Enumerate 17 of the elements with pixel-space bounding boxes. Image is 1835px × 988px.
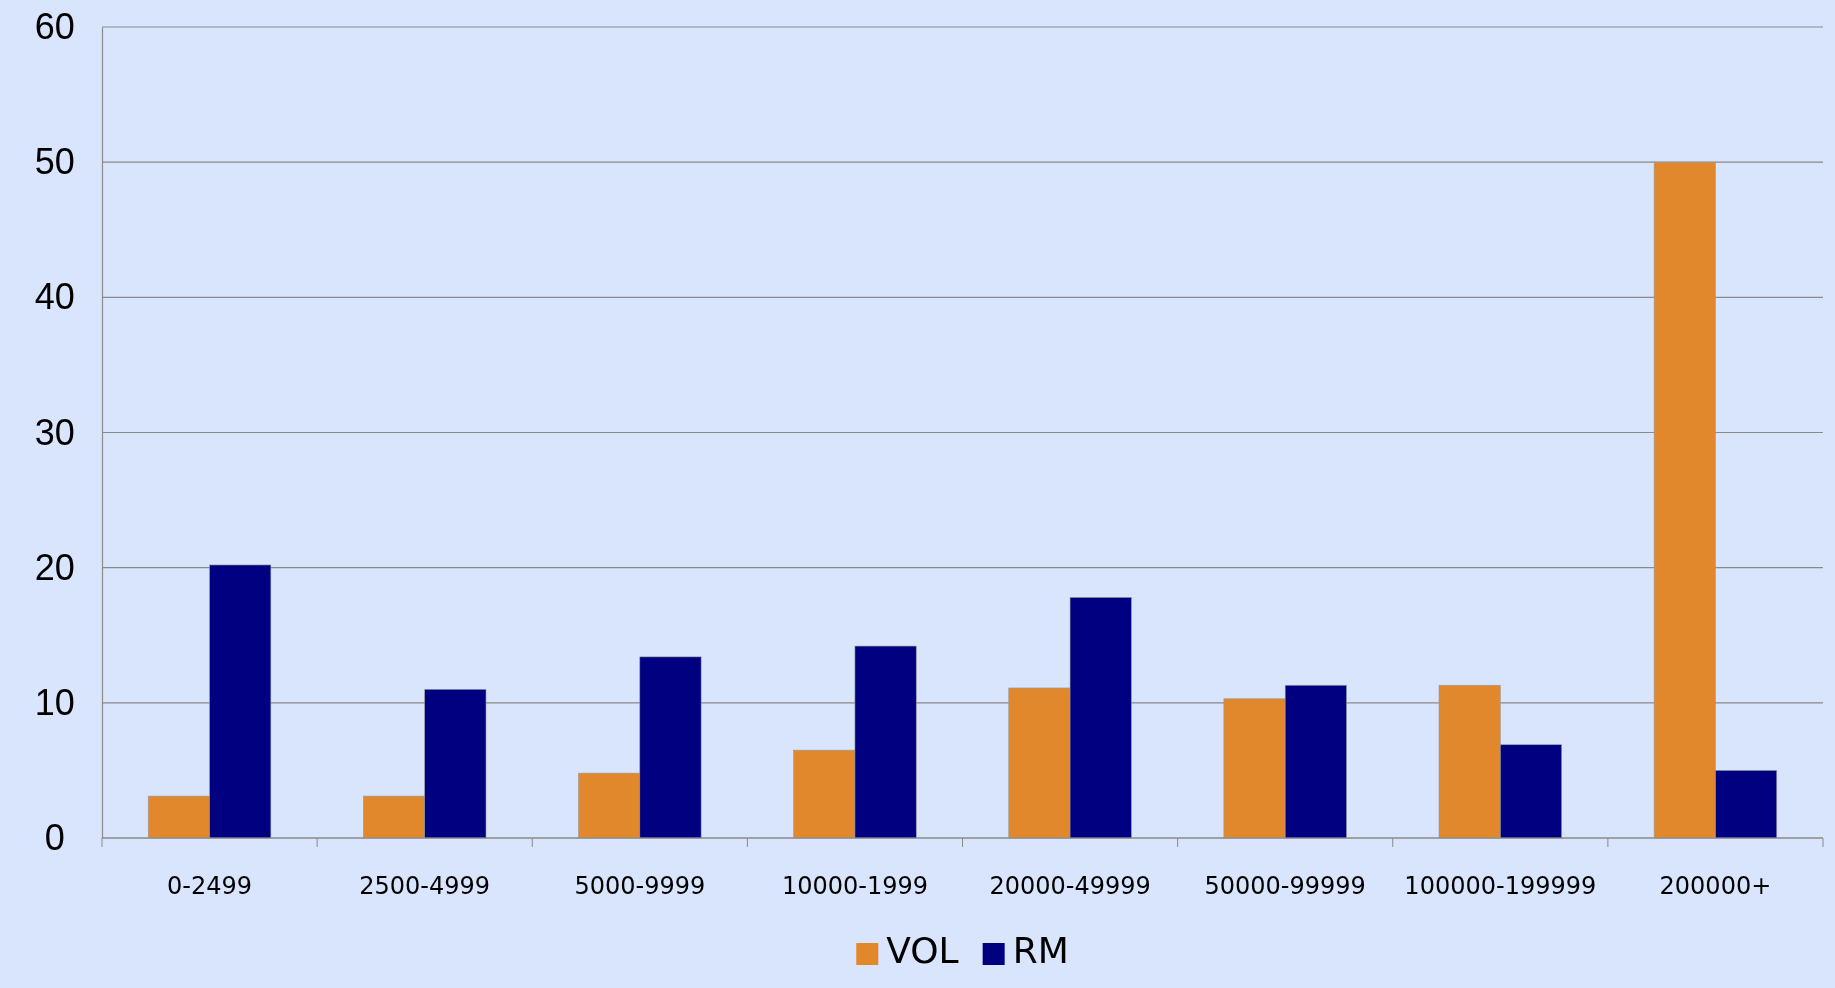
x-tick-label: 20000-49999 [989, 872, 1151, 900]
legend-label: RM [1012, 930, 1069, 971]
y-tick-label: 30 [34, 411, 75, 453]
y-tick-label: 40 [34, 276, 75, 318]
x-tick-label: 100000-199999 [1404, 872, 1597, 900]
legend-label: VOL [886, 930, 959, 971]
y-tick-label: 10 [34, 681, 75, 723]
y-tick-label: 50 [34, 141, 75, 183]
x-tick-label: 10000-1999 [781, 872, 928, 900]
y-tick-label: 20 [34, 546, 75, 588]
x-tick-label: 2500-4999 [359, 872, 491, 900]
x-tick-label: 0-2499 [167, 872, 253, 900]
x-tick-label: 5000-9999 [574, 872, 706, 900]
x-tick-label: 50000-99999 [1204, 872, 1366, 900]
y-tick-label: 0 [44, 817, 65, 859]
y-tick-label: 60 [34, 6, 75, 48]
x-tick-label: 200000+ [1659, 872, 1772, 900]
